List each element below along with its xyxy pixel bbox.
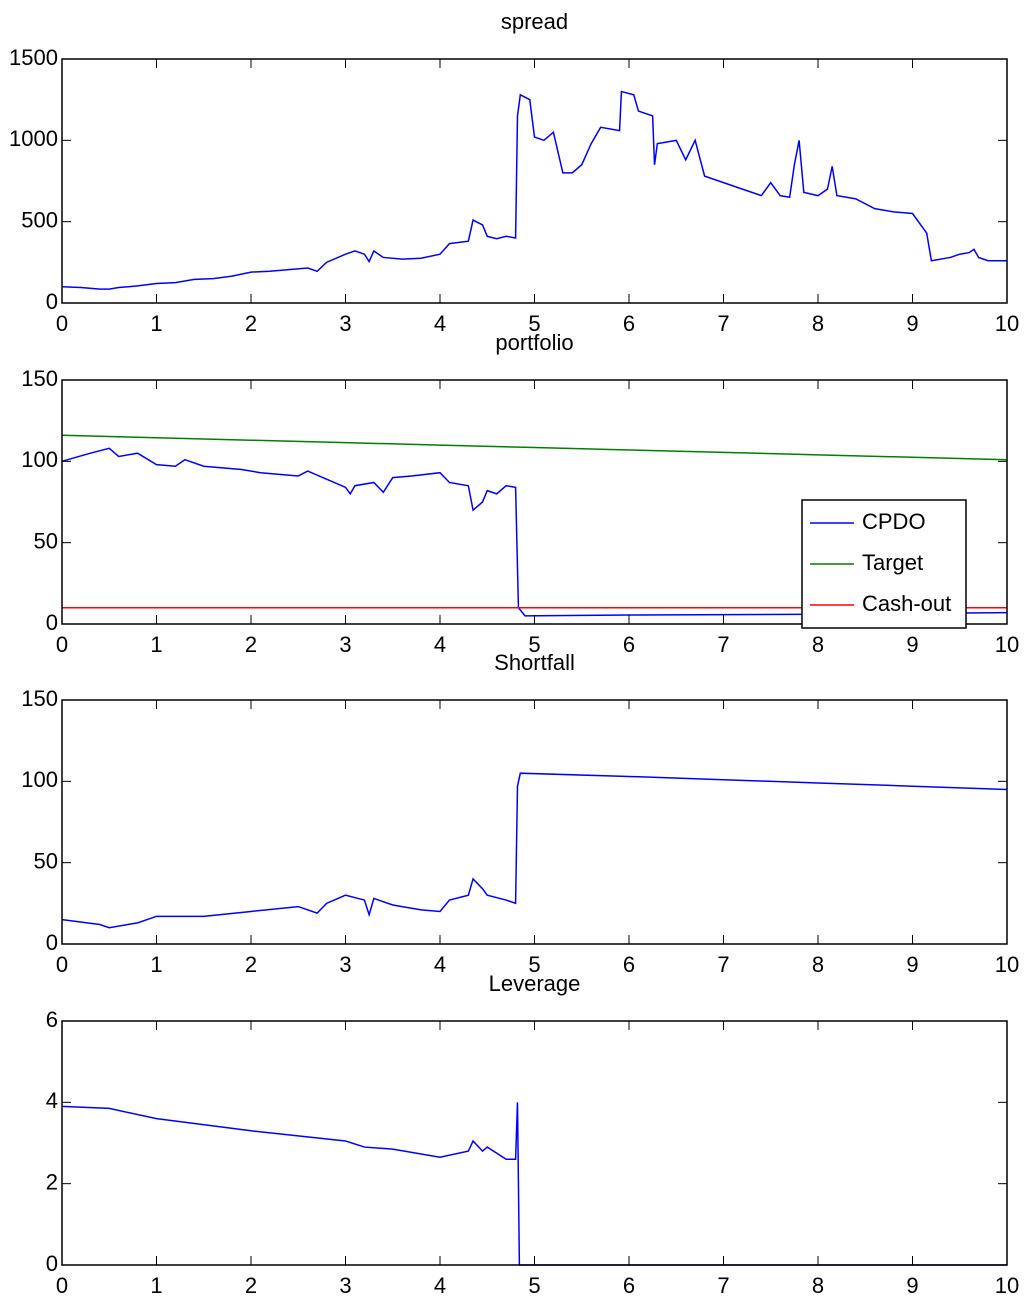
x-tick-label: 10: [995, 952, 1019, 977]
legend-label: Target: [862, 550, 923, 575]
x-tick-label: 3: [339, 632, 351, 657]
x-tick-label: 0: [56, 1273, 68, 1298]
x-tick-label: 10: [995, 311, 1019, 336]
x-tick-label: 9: [906, 632, 918, 657]
x-tick-label: 8: [812, 632, 824, 657]
x-tick-label: 5: [528, 1273, 540, 1298]
x-tick-label: 5: [528, 311, 540, 336]
data-line: [61, 772, 1008, 929]
x-tick-label: 3: [339, 1273, 351, 1298]
x-tick-label: 6: [623, 952, 635, 977]
data-line: [61, 1102, 1007, 1266]
x-tick-label: 1: [150, 1273, 162, 1298]
y-tick-label: 0: [46, 610, 58, 635]
y-tick-label: 6: [46, 1007, 58, 1032]
x-tick-label: 9: [906, 1273, 918, 1298]
x-tick-label: 2: [245, 311, 257, 336]
y-tick-label: 50: [34, 528, 58, 553]
data-line: [61, 447, 1008, 617]
x-tick-label: 8: [812, 1273, 824, 1298]
x-tick-label: 1: [150, 632, 162, 657]
chart-title: Leverage: [489, 971, 581, 996]
x-tick-label: 10: [995, 632, 1019, 657]
axes-box: [61, 699, 1008, 945]
x-tick-label: 1: [150, 311, 162, 336]
x-tick-label: 3: [339, 311, 351, 336]
x-tick-label: 7: [717, 632, 729, 657]
y-tick-label: 1500: [9, 45, 58, 70]
x-tick-label: 1: [150, 952, 162, 977]
y-tick-label: 0: [46, 930, 58, 955]
legend-label: Cash-out: [862, 591, 951, 616]
chart-title: spread: [501, 9, 568, 34]
x-tick-label: 6: [623, 632, 635, 657]
x-tick-label: 6: [623, 1273, 635, 1298]
x-tick-label: 3: [339, 952, 351, 977]
data-line: [61, 90, 1007, 290]
y-tick-label: 2: [46, 1169, 58, 1194]
x-tick-label: 9: [906, 311, 918, 336]
x-tick-label: 0: [56, 952, 68, 977]
y-tick-label: 500: [21, 207, 58, 232]
y-tick-label: 150: [21, 366, 58, 391]
y-tick-label: 0: [46, 1251, 58, 1276]
x-tick-label: 4: [434, 311, 446, 336]
y-tick-label: 100: [21, 447, 58, 472]
x-tick-label: 4: [434, 632, 446, 657]
x-tick-label: 9: [906, 952, 918, 977]
y-tick-label: 1000: [9, 126, 58, 151]
x-tick-label: 0: [56, 311, 68, 336]
x-tick-label: 4: [434, 1273, 446, 1298]
x-tick-label: 7: [717, 952, 729, 977]
x-tick-label: 4: [434, 952, 446, 977]
x-tick-label: 10: [995, 1273, 1019, 1298]
x-tick-label: 2: [245, 952, 257, 977]
y-tick-label: 100: [21, 767, 58, 792]
axes-box: [61, 1020, 1008, 1266]
data-line: [61, 434, 1008, 461]
x-tick-label: 2: [245, 1273, 257, 1298]
x-tick-label: 6: [623, 311, 635, 336]
legend-label: CPDO: [862, 509, 926, 534]
y-tick-label: 50: [34, 848, 58, 873]
x-tick-label: 2: [245, 632, 257, 657]
x-tick-label: 7: [717, 311, 729, 336]
chart-title: portfolio: [495, 330, 573, 355]
x-tick-label: 8: [812, 952, 824, 977]
x-tick-label: 5: [528, 952, 540, 977]
y-tick-label: 4: [46, 1088, 58, 1113]
y-tick-label: 150: [21, 686, 58, 711]
axes-box: [61, 58, 1008, 304]
chart-title: Shortfall: [494, 650, 575, 675]
y-tick-label: 0: [46, 289, 58, 314]
x-tick-label: 8: [812, 311, 824, 336]
x-tick-label: 0: [56, 632, 68, 657]
x-tick-label: 5: [528, 632, 540, 657]
x-tick-label: 7: [717, 1273, 729, 1298]
